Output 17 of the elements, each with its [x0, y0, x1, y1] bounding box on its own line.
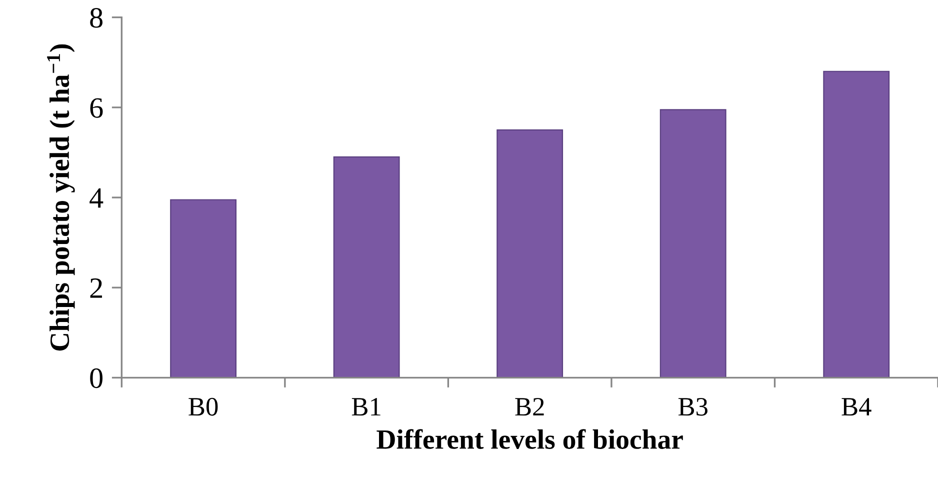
bar [496, 129, 564, 378]
x-tick-label: B0 [188, 398, 218, 416]
x-tick-label: B3 [678, 398, 708, 416]
x-tick-label: B1 [352, 398, 380, 416]
bar [823, 70, 890, 378]
bar [333, 156, 400, 378]
y-tick-label: 6 [90, 98, 103, 118]
y-tick-label: 8 [90, 8, 102, 28]
y-axis-title: Chips potato yield (t ha$^{−1}$) [47, 44, 75, 351]
x-tick-label: B4 [842, 398, 872, 416]
y-tick-label: 0 [90, 368, 102, 388]
bar [660, 109, 726, 378]
x-tick-label: B2 [515, 398, 544, 416]
bar [170, 199, 236, 378]
y-tick-label: 2 [90, 278, 102, 298]
y-tick-label: 4 [90, 188, 104, 208]
x-axis-title: Different levels of biochar [376, 429, 683, 449]
